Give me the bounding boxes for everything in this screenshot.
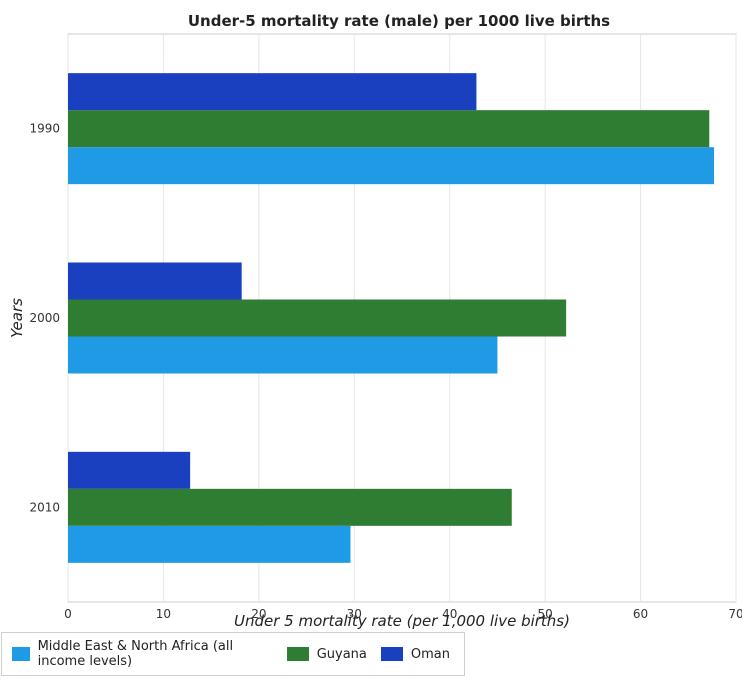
bar-guyana-1990	[68, 110, 710, 148]
x-tick-label: 70	[728, 607, 742, 621]
bar-oman-2000	[68, 262, 242, 300]
legend-item-mena: Middle East & North Africa (all income l…	[12, 639, 273, 669]
bar-oman-2010	[68, 451, 191, 489]
bar-middle-east-north-africa-all-income-levels--1990	[68, 147, 715, 185]
bars	[68, 73, 715, 563]
x-tick-label: 40	[442, 607, 457, 621]
legend-label-guyana: Guyana	[316, 646, 367, 662]
legend: Middle East & North Africa (all income l…	[1, 632, 465, 676]
x-tick-label: 10	[156, 607, 171, 621]
bar-oman-1990	[68, 73, 477, 111]
y-tick-label-2000: 2000	[29, 311, 60, 325]
legend-swatch-guyana	[286, 647, 309, 661]
x-tick-label: 30	[347, 607, 362, 621]
y-tick-label-1990: 1990	[29, 122, 60, 136]
legend-swatch-oman	[380, 647, 403, 661]
bar-guyana-2000	[68, 299, 567, 337]
legend-item-oman: Oman	[380, 646, 450, 662]
bar-guyana-2010	[68, 488, 512, 526]
legend-label-oman: Oman	[410, 646, 450, 662]
y-axis-label: Years	[8, 298, 26, 338]
y-tick-label-2010: 2010	[29, 500, 60, 514]
x-tick-label: 20	[251, 607, 266, 621]
bar-middle-east-north-africa-all-income-levels--2000	[68, 336, 498, 374]
x-tick-labels: 0 10 20 30 40 50 60 70	[64, 607, 742, 621]
x-tick-label: 0	[64, 607, 72, 621]
x-tick-label: 60	[633, 607, 648, 621]
bar-middle-east-north-africa-all-income-levels--2010	[68, 525, 351, 563]
y-tick-labels: 1990 2000 2010	[29, 122, 60, 515]
x-tick-label: 50	[538, 607, 553, 621]
legend-swatch-mena	[12, 647, 30, 661]
legend-label-mena: Middle East & North Africa (all income l…	[37, 639, 234, 669]
legend-item-guyana: Guyana	[286, 646, 367, 662]
chart-title: Under-5 mortality rate (male) per 1000 l…	[188, 12, 610, 30]
x-axis-label: Under 5 mortality rate (per 1,000 live b…	[234, 612, 570, 630]
